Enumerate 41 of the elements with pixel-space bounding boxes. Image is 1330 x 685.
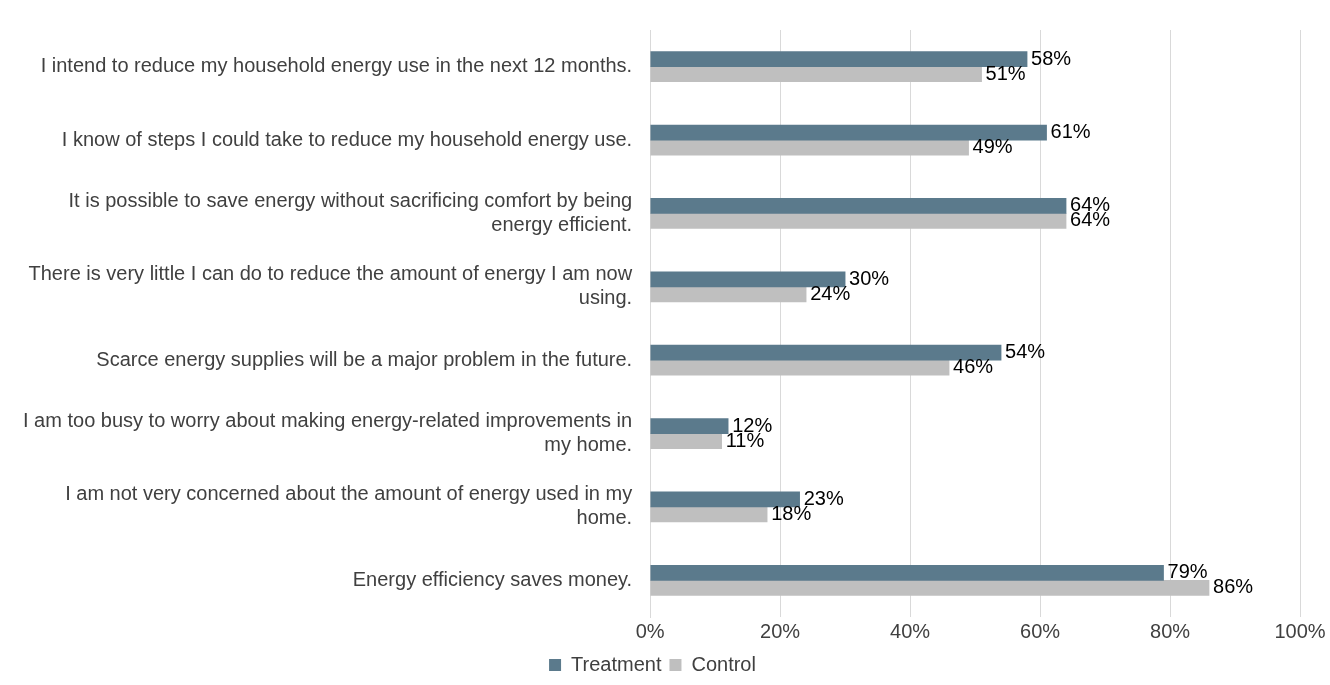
data-label: 86%: [1213, 575, 1254, 598]
y-tick-label: I know of steps I could take to reduce my household energy use.: [61, 127, 633, 150]
x-tick-label: 20%: [760, 619, 801, 642]
bar: [650, 66, 982, 83]
bar: [650, 344, 1002, 361]
bar: [650, 506, 768, 523]
bar: [650, 124, 1047, 141]
legend-label: Control: [691, 652, 756, 675]
data-label: 61%: [1050, 120, 1091, 143]
bar: [650, 418, 729, 434]
bar: [650, 286, 807, 303]
data-label: 51%: [985, 61, 1026, 84]
bar: [650, 139, 969, 156]
data-label: 54%: [1005, 340, 1046, 363]
data-label: 49%: [972, 135, 1013, 158]
bar: [650, 433, 722, 449]
y-tick-label: Energy efficiency saves money.: [352, 567, 633, 590]
data-label: 24%: [810, 281, 851, 304]
bar: [650, 213, 1067, 229]
x-tick-label: 40%: [890, 619, 931, 642]
y-tick-label: There is very little I can do to reduce the amount of energy I am now using.: [28, 262, 633, 309]
bar: [650, 198, 1067, 214]
bar: [650, 564, 1164, 581]
y-tick-label: I am too busy to worry about making energy-related improvements in my home.: [23, 409, 633, 456]
y-tick-label: Scarce energy supplies will be a major problem in the future.: [96, 347, 633, 370]
bar: [650, 51, 1028, 68]
data-label: 58%: [1031, 46, 1072, 69]
bar: [650, 271, 846, 288]
bar: [650, 359, 950, 376]
data-label: 30%: [849, 266, 890, 289]
x-tick-label: 60%: [1020, 619, 1061, 642]
data-label: 79%: [1167, 560, 1208, 583]
x-tick-label: 80%: [1150, 619, 1191, 642]
y-tick-label: I am not very concerned about the amount of energy used in my home.: [65, 482, 633, 529]
y-tick-label: It is possible to save energy without sacrificing comfort by being energy efficient.: [68, 188, 633, 235]
bar: [650, 579, 1210, 596]
x-tick-label: 0%: [635, 619, 665, 642]
y-tick-label: I intend to reduce my household energy use in the next 12 months.: [40, 54, 633, 77]
data-label: 46%: [953, 355, 994, 378]
x-tick-label: 100%: [1274, 619, 1326, 642]
legend-label: Treatment: [571, 652, 662, 675]
